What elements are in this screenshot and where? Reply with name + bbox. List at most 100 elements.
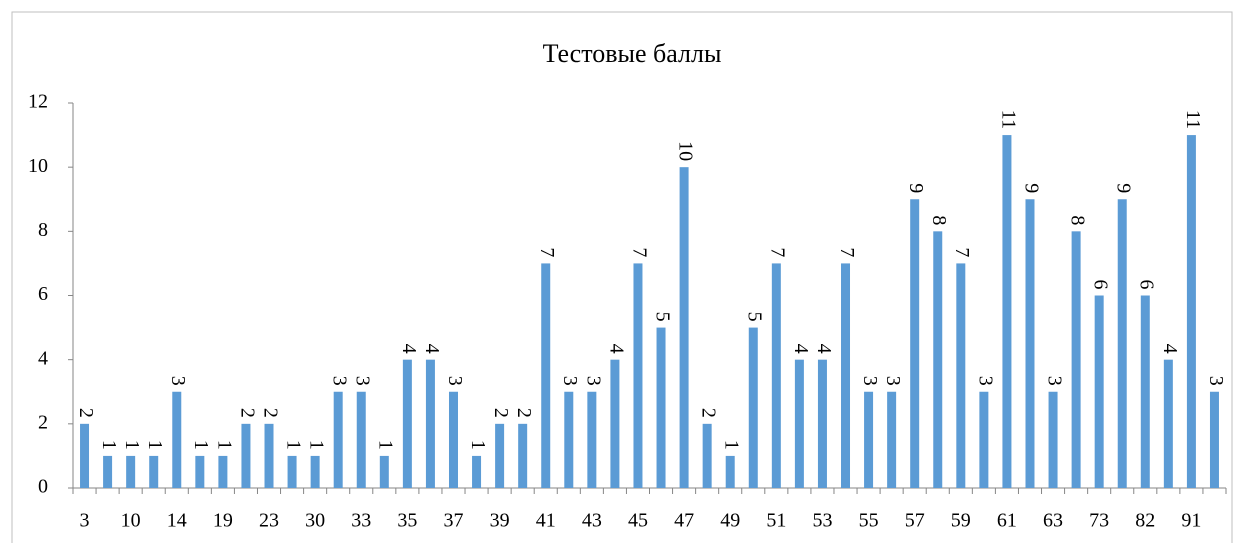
- data-label: 3: [329, 376, 351, 386]
- data-label: 7: [536, 247, 558, 257]
- bar: [864, 391, 874, 488]
- x-tick-label: 51: [766, 510, 786, 532]
- data-label: 1: [721, 440, 743, 450]
- data-label: 2: [490, 408, 512, 418]
- bar: [979, 391, 989, 488]
- x-tick-label: 53: [812, 510, 832, 532]
- chart-title: Тестовые баллы: [543, 39, 722, 68]
- bar: [356, 391, 366, 488]
- bar: [425, 359, 435, 488]
- data-label: 3: [559, 376, 581, 386]
- bar: [195, 455, 205, 488]
- data-label: 4: [1159, 344, 1181, 354]
- bar: [702, 423, 712, 488]
- bar: [495, 423, 505, 488]
- bar: [1048, 391, 1058, 488]
- bar: [1117, 199, 1127, 488]
- data-label: 11: [1182, 110, 1204, 129]
- bar: [1209, 391, 1219, 488]
- bar: [218, 455, 228, 488]
- y-tick-label: 12: [28, 91, 48, 113]
- x-tick-label: 39: [490, 510, 510, 532]
- bar: [610, 359, 620, 488]
- bar: [472, 455, 482, 488]
- x-tick-label: 35: [397, 510, 417, 532]
- bar: [172, 391, 182, 488]
- y-tick-label: 2: [38, 411, 48, 433]
- bar: [541, 263, 551, 488]
- bar: [448, 391, 458, 488]
- data-label: 1: [306, 440, 328, 450]
- bar: [841, 263, 851, 488]
- data-label: 1: [467, 440, 489, 450]
- x-tick-label: 55: [859, 510, 879, 532]
- data-label: 3: [582, 376, 604, 386]
- data-label: 3: [167, 376, 189, 386]
- data-label: 11: [997, 110, 1019, 129]
- bar: [241, 423, 251, 488]
- bar: [817, 359, 827, 488]
- x-tick-label: 63: [1043, 510, 1063, 532]
- bar: [264, 423, 274, 488]
- data-label: 4: [421, 344, 443, 354]
- bar: [1002, 135, 1012, 489]
- data-label: 1: [121, 440, 143, 450]
- data-label: 7: [767, 247, 789, 257]
- x-tick-label: 23: [259, 510, 279, 532]
- bar: [149, 455, 159, 488]
- x-tick-label: 37: [443, 510, 463, 532]
- x-tick-label: 82: [1135, 510, 1155, 532]
- data-label: 4: [605, 344, 627, 354]
- data-label: 2: [236, 408, 258, 418]
- x-tick-label: 73: [1089, 510, 1109, 532]
- data-label: 3: [882, 376, 904, 386]
- x-tick-label: 41: [536, 510, 556, 532]
- bar: [587, 391, 597, 488]
- bar: [633, 263, 643, 488]
- bar: [656, 327, 666, 488]
- bar: [1071, 231, 1081, 489]
- data-label: 4: [398, 344, 420, 354]
- x-tick-label: 91: [1181, 510, 1201, 532]
- data-label: 10: [674, 141, 696, 161]
- x-tick-label: 47: [674, 510, 694, 532]
- bar: [287, 455, 297, 488]
- data-label: 6: [1090, 280, 1112, 290]
- data-label: 9: [1020, 183, 1042, 193]
- data-label: 7: [951, 247, 973, 257]
- data-label: 6: [1136, 280, 1158, 290]
- data-label: 4: [790, 344, 812, 354]
- bar: [771, 263, 781, 488]
- bar: [887, 391, 897, 488]
- data-label: 9: [905, 183, 927, 193]
- data-label: 2: [259, 408, 281, 418]
- x-tick-label: 3: [80, 510, 90, 532]
- y-tick-label: 10: [28, 155, 48, 177]
- bar: [126, 455, 136, 488]
- x-tick-label: 43: [582, 510, 602, 532]
- data-label: 8: [928, 215, 950, 225]
- data-label: 3: [444, 376, 466, 386]
- x-tick-label: 14: [167, 510, 187, 532]
- bar: [1163, 359, 1173, 488]
- data-label: 1: [190, 440, 212, 450]
- x-tick-label: 10: [121, 510, 141, 532]
- y-tick-label: 0: [38, 476, 48, 498]
- bar: [103, 455, 113, 488]
- data-label: 5: [651, 312, 673, 322]
- bar: [1186, 135, 1196, 489]
- data-label: 8: [1067, 215, 1089, 225]
- bar: [333, 391, 343, 488]
- bar: [1140, 295, 1150, 488]
- y-tick-label: 4: [38, 347, 48, 369]
- data-label: 2: [75, 408, 97, 418]
- x-tick-label: 45: [628, 510, 648, 532]
- data-label: 7: [628, 247, 650, 257]
- bar: [679, 167, 689, 488]
- bar: [1025, 199, 1035, 488]
- data-label: 3: [1043, 376, 1065, 386]
- bar: [725, 455, 735, 488]
- bar: [956, 263, 966, 488]
